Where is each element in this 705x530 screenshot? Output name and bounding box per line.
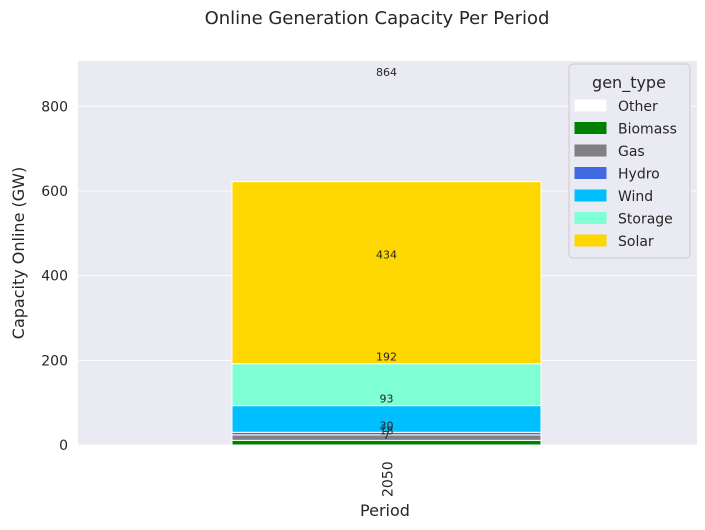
- bar-segment-solar: [231, 181, 542, 365]
- x-tick-label: 2050: [381, 461, 397, 497]
- y-axis-ticks: 0 200 400 600 800: [41, 99, 68, 454]
- y-tick-label: 800: [41, 99, 68, 115]
- bar-segment-storage: [231, 363, 542, 407]
- stack-label: 864: [376, 66, 397, 79]
- legend-swatch-solar: [574, 234, 607, 247]
- legend-box: [568, 63, 691, 259]
- stack-label: 93: [380, 393, 394, 406]
- legend-swatch-wind: [574, 189, 607, 202]
- stack-label: 18: [380, 424, 394, 437]
- stack-label: 434: [376, 248, 397, 261]
- stack-label: 30: [380, 419, 394, 432]
- y-axis-label: Capacity Online (GW): [9, 167, 28, 339]
- bar-stack: [231, 181, 542, 446]
- stack-label: 192: [376, 351, 397, 364]
- x-axis-ticks: 2050: [381, 461, 397, 497]
- legend-label-gas: Gas: [618, 144, 645, 160]
- legend-label-hydro: Hydro: [618, 167, 660, 183]
- legend-label-biomass: Biomass: [618, 122, 677, 138]
- legend-swatch-biomass: [574, 122, 607, 134]
- legend-items: Other Biomass Gas Hydro Wind Storage Solar: [574, 99, 677, 250]
- y-tick-label: 0: [59, 438, 68, 454]
- legend-label-storage: Storage: [618, 212, 673, 228]
- y-tick-label: 400: [41, 269, 68, 285]
- legend-label-solar: Solar: [618, 234, 654, 250]
- y-tick-label: 200: [41, 353, 68, 369]
- stack-label: 7: [383, 429, 390, 442]
- legend-swatch-other: [574, 99, 607, 112]
- legend-swatch-hydro: [574, 167, 607, 179]
- legend-swatch-gas: [574, 144, 607, 157]
- y-tick-label: 600: [41, 184, 68, 200]
- x-axis-label: Period: [360, 501, 410, 520]
- chart-title: Online Generation Capacity Per Period: [205, 8, 550, 29]
- legend: gen_type Other Biomass Gas Hydro Wind Storage…: [568, 63, 691, 259]
- legend-swatch-storage: [574, 212, 607, 224]
- bar-segment-wind: [231, 405, 542, 433]
- legend-label-other: Other: [618, 99, 658, 115]
- legend-label-wind: Wind: [618, 189, 653, 205]
- legend-title: gen_type: [592, 73, 666, 93]
